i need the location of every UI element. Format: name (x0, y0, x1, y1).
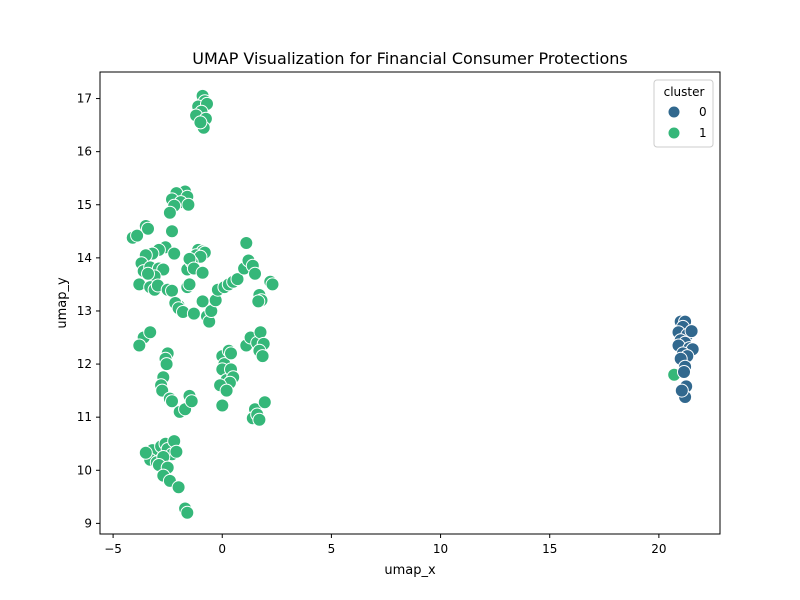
data-point-cluster-1 (251, 294, 266, 309)
y-axis-label: umap_y (55, 277, 70, 329)
y-tick-label: 9 (84, 516, 92, 530)
x-tick-label: 20 (651, 542, 666, 556)
data-point-cluster-0 (684, 324, 699, 339)
data-point-cluster-1 (180, 505, 195, 520)
data-point-cluster-1 (165, 283, 179, 298)
data-point-cluster-1 (257, 395, 272, 410)
data-point-cluster-1 (130, 228, 145, 243)
data-point-cluster-1 (141, 266, 155, 281)
data-point-cluster-1 (159, 357, 174, 372)
data-point-cluster-1 (167, 246, 182, 261)
y-tick-label: 15 (77, 198, 92, 212)
data-point-cluster-1 (141, 221, 155, 236)
x-axis-ticks: −5 0 5 10 15 20 (104, 534, 667, 556)
data-point-cluster-1 (255, 349, 270, 364)
data-point-cluster-1 (186, 306, 201, 321)
data-point-cluster-1 (181, 197, 196, 212)
data-point-cluster-1 (265, 277, 280, 292)
data-point-cluster-1 (162, 205, 177, 220)
data-point-cluster-1 (184, 394, 199, 409)
data-point-cluster-1 (219, 383, 234, 398)
y-tick-label: 13 (77, 304, 92, 318)
x-tick-label: 10 (433, 542, 448, 556)
data-point-cluster-1 (252, 412, 267, 427)
data-point-cluster-1 (230, 272, 245, 287)
data-point-cluster-1 (248, 266, 262, 281)
data-point-cluster-0 (674, 383, 689, 398)
data-point-cluster-1 (253, 325, 268, 340)
data-point-cluster-1 (169, 444, 184, 459)
plot-frame (99, 71, 721, 535)
data-point-cluster-1 (215, 398, 230, 413)
data-point-cluster-1 (138, 445, 153, 460)
y-tick-label: 11 (77, 410, 92, 424)
chart-title: UMAP Visualization for Financial Consume… (192, 49, 628, 68)
data-point-cluster-1 (193, 115, 208, 130)
data-point-cluster-1 (224, 346, 238, 361)
x-tick-label: 5 (328, 542, 336, 556)
data-point-cluster-1 (165, 224, 179, 239)
x-tick-label: 15 (542, 542, 557, 556)
legend-label-cluster-1: 1 (699, 126, 707, 140)
legend-label-cluster-0: 0 (699, 105, 707, 119)
y-axis-ticks: 9 10 11 12 13 14 15 16 17 (77, 92, 100, 530)
legend-marker-cluster-0 (667, 105, 681, 119)
y-tick-label: 10 (77, 463, 92, 477)
x-axis-label: umap_x (384, 563, 436, 578)
data-point-cluster-1 (195, 265, 210, 280)
y-tick-label: 17 (77, 92, 92, 106)
legend-title: cluster (664, 85, 705, 99)
data-point-cluster-0 (677, 365, 691, 379)
x-tick-label: −5 (104, 542, 122, 556)
legend: cluster 0 1 (653, 79, 714, 148)
legend-marker-cluster-1 (667, 126, 681, 140)
data-point-cluster-1 (182, 277, 197, 292)
data-point-cluster-1 (239, 236, 254, 250)
points-layer (125, 88, 700, 520)
data-point-cluster-1 (165, 394, 179, 409)
data-point-cluster-1 (143, 325, 158, 340)
y-tick-label: 16 (77, 145, 92, 159)
x-tick-label: 0 (218, 542, 226, 556)
data-point-cluster-1 (171, 480, 186, 495)
data-point-cluster-1 (132, 338, 147, 353)
y-tick-label: 14 (77, 251, 92, 265)
y-tick-label: 12 (77, 357, 92, 371)
